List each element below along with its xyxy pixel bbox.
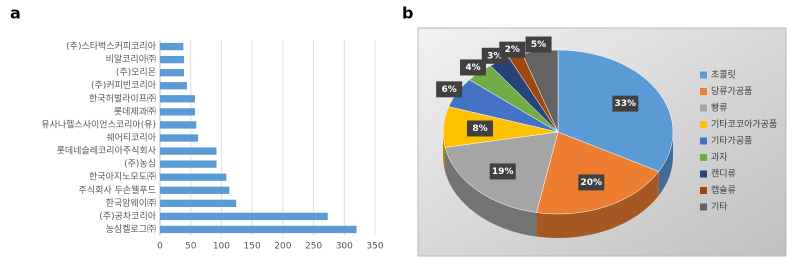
- x-tick-label: 300: [336, 242, 353, 252]
- panel-label: a: [10, 4, 21, 23]
- y-tick-label: (주)농심: [124, 159, 156, 170]
- x-tick-label: 150: [244, 242, 261, 252]
- legend-label: 기타코코아가공품: [711, 119, 777, 130]
- x-tick-label: 0: [157, 242, 163, 252]
- legend-label: 기타가공품: [711, 136, 752, 147]
- y-tick-label: 롯데제과㈜: [114, 105, 156, 117]
- value-label: 19%: [492, 167, 514, 177]
- bar: [160, 160, 217, 168]
- slice-side: [443, 132, 446, 172]
- bar: [160, 95, 196, 103]
- label-box: [612, 95, 639, 112]
- legend-swatch: [700, 104, 707, 112]
- y-tick-label: 농심켈로그㈜: [106, 223, 156, 235]
- value-label: 3%: [487, 51, 502, 61]
- value-label: 4%: [465, 63, 480, 73]
- y-tick-label: 유사나헬스사이언스코리아(유): [41, 118, 156, 130]
- label-box: [466, 120, 493, 137]
- bar: [160, 82, 188, 90]
- legend-label: 기타: [711, 202, 728, 213]
- bar: [160, 225, 357, 234]
- y-tick-label: (주)오리온: [116, 67, 156, 78]
- label-box: [459, 59, 486, 76]
- legend-swatch: [700, 154, 707, 161]
- value-label: 8%: [472, 124, 487, 134]
- bar: [160, 42, 184, 51]
- label-box: [499, 41, 526, 58]
- y-tick-label: (주)공차코리아: [99, 210, 156, 222]
- x-tick-label: 250: [305, 242, 322, 252]
- bar: [160, 147, 217, 155]
- legend-swatch: [700, 88, 707, 95]
- y-tick-label: 주식회사 두손웰푸드: [79, 185, 156, 196]
- legend-label: 캔디류: [711, 169, 736, 180]
- legend-label: 초콜릿: [711, 69, 736, 81]
- x-tick-label: 350: [366, 242, 383, 252]
- bar: [160, 108, 196, 116]
- legend-swatch: [700, 121, 707, 128]
- x-tick-label: 100: [213, 242, 230, 252]
- y-tick-label: (주)커피빈코리아: [91, 80, 157, 91]
- legend-label: 빵류: [711, 103, 728, 114]
- y-tick-label: 한국허벌라이프㈜: [89, 92, 156, 104]
- y-tick-label: 한국암웨이㈜: [106, 197, 156, 209]
- bar: [160, 186, 230, 194]
- legend-swatch: [700, 71, 707, 79]
- y-tick-label: 비알코리아㈜: [106, 53, 156, 65]
- value-label: 5%: [531, 40, 546, 50]
- label-box: [436, 81, 463, 98]
- y-tick-label: (주)스타벅스커피코리아: [66, 41, 157, 52]
- bar: [160, 199, 237, 207]
- label-box: [489, 163, 516, 180]
- legend-label: 캡슐류: [711, 184, 736, 196]
- panel-label: b: [402, 4, 413, 23]
- value-label: 33%: [615, 99, 637, 109]
- legend-swatch: [700, 203, 707, 211]
- label-box: [578, 174, 605, 191]
- bar: [160, 69, 184, 77]
- legend-label: 당류가공품: [711, 86, 752, 97]
- bar: [160, 173, 227, 181]
- y-tick-label: 쉐어티코리아: [106, 133, 156, 144]
- value-label: 2%: [505, 45, 520, 55]
- label-box: [525, 36, 552, 53]
- bar: [160, 212, 328, 221]
- legend-swatch: [700, 170, 707, 178]
- y-tick-label: 한국아지노모도㈜: [89, 171, 156, 183]
- slice: [536, 131, 660, 215]
- value-label: 20%: [581, 178, 603, 188]
- bar: [160, 121, 197, 129]
- slice-side: [445, 147, 537, 237]
- bar: [160, 55, 184, 64]
- x-tick-label: 200: [274, 242, 291, 252]
- legend-swatch: [700, 187, 707, 194]
- y-tick-label: 롯데네슬레코리아주식회사: [57, 146, 157, 157]
- slice-side: [658, 132, 673, 196]
- value-label: 6%: [442, 85, 457, 95]
- legend-label: 과자: [711, 152, 728, 163]
- bar: [160, 134, 199, 142]
- slice-side: [536, 171, 659, 239]
- x-tick-label: 50: [185, 242, 197, 252]
- legend-swatch: [700, 137, 707, 145]
